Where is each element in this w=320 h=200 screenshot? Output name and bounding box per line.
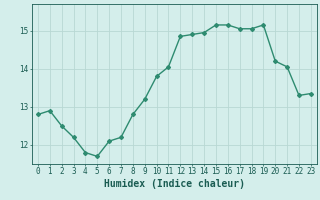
X-axis label: Humidex (Indice chaleur): Humidex (Indice chaleur) <box>104 179 245 189</box>
